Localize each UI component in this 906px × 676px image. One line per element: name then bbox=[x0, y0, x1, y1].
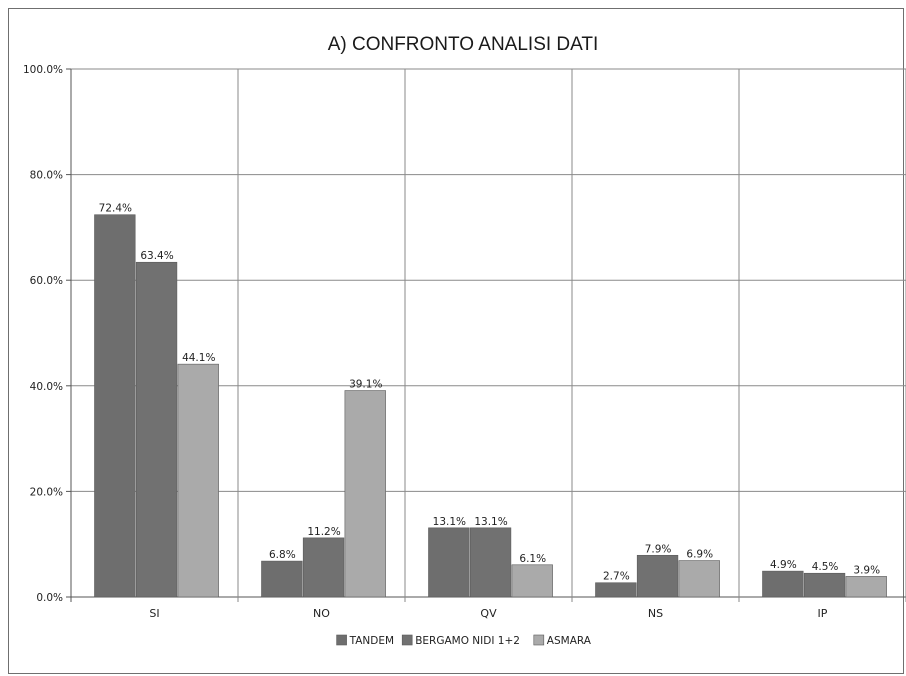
y-tick-label: 0.0% bbox=[36, 592, 63, 604]
bar-tandem bbox=[94, 214, 136, 598]
legend-swatch bbox=[533, 634, 545, 646]
data-label: 4.5% bbox=[812, 561, 839, 573]
data-label: 4.9% bbox=[770, 559, 797, 571]
bar-asmara bbox=[678, 560, 720, 598]
x-tick-label: QV bbox=[480, 607, 497, 620]
bar-bergamo-nidi-1-2 bbox=[135, 261, 178, 598]
bar-asmara bbox=[511, 564, 553, 598]
data-label: 11.2% bbox=[307, 526, 340, 538]
bar-bergamo-nidi-1-2 bbox=[636, 554, 679, 598]
y-tick-label: 80.0% bbox=[30, 170, 63, 182]
data-label: 39.1% bbox=[349, 379, 382, 391]
legend-label: ASMARA bbox=[547, 635, 592, 647]
x-tick-label: SI bbox=[149, 607, 159, 620]
bar-bergamo-nidi-1-2 bbox=[469, 527, 512, 598]
chart-title: A) CONFRONTO ANALISI DATI bbox=[328, 34, 599, 55]
x-tick-label: IP bbox=[818, 607, 828, 620]
data-label: 72.4% bbox=[99, 203, 132, 215]
data-label: 13.1% bbox=[474, 516, 507, 528]
bar-tandem bbox=[762, 570, 804, 598]
y-tick-label: 100.0% bbox=[23, 64, 63, 76]
bar-bergamo-nidi-1-2 bbox=[302, 537, 345, 598]
bar-asmara bbox=[177, 363, 219, 598]
x-tick-label: NO bbox=[313, 607, 330, 620]
data-label: 6.1% bbox=[519, 553, 546, 565]
y-tick-label: 40.0% bbox=[30, 381, 63, 393]
bar-tandem bbox=[261, 560, 303, 598]
data-label: 63.4% bbox=[140, 250, 173, 262]
legend-label: BERGAMO NIDI 1+2 bbox=[415, 635, 520, 647]
bar-bergamo-nidi-1-2 bbox=[803, 572, 846, 598]
data-label: 44.1% bbox=[182, 352, 215, 364]
bar-asmara bbox=[845, 576, 887, 598]
data-label: 6.8% bbox=[269, 549, 296, 561]
y-tick-label: 20.0% bbox=[30, 486, 63, 498]
bar-tandem bbox=[595, 582, 637, 598]
data-label: 13.1% bbox=[433, 516, 466, 528]
x-tick-label: NS bbox=[648, 607, 663, 620]
legend-label: TANDEM bbox=[349, 635, 394, 647]
data-label: 6.9% bbox=[686, 549, 713, 561]
data-label: 3.9% bbox=[853, 564, 880, 576]
legend-swatch bbox=[401, 634, 413, 646]
y-tick-label: 60.0% bbox=[30, 275, 63, 287]
data-label: 7.9% bbox=[645, 543, 672, 555]
bar-tandem bbox=[428, 527, 470, 598]
legend-swatch bbox=[336, 634, 347, 646]
bar-asmara bbox=[344, 390, 386, 598]
data-label: 2.7% bbox=[603, 571, 630, 583]
